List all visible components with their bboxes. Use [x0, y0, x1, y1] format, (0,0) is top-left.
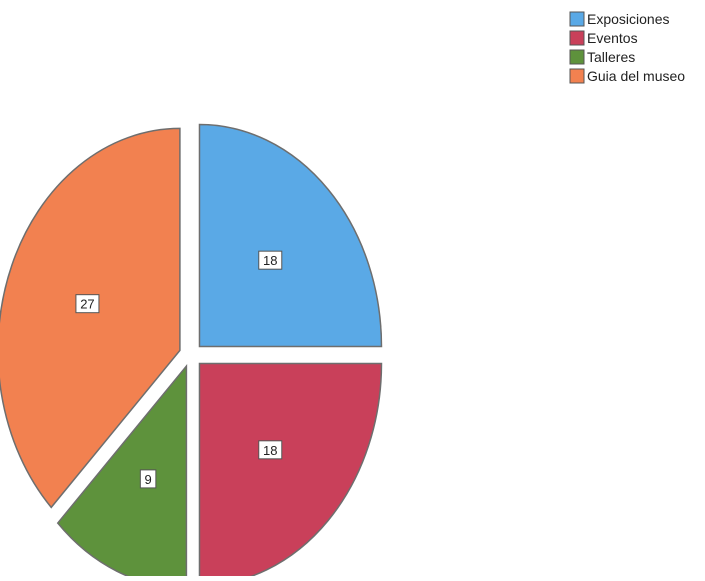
legend-swatch [569, 30, 585, 46]
data-label-text: 18 [263, 253, 277, 268]
legend-swatch [569, 11, 585, 27]
legend-swatch [569, 49, 585, 65]
data-labels-layer: 18 18 9 27 [75, 250, 283, 489]
data-label-exposiciones: 18 [258, 250, 283, 270]
pie-slice-exposiciones [198, 123, 383, 348]
data-label-box [75, 294, 100, 314]
legend-item-eventos: Eventos [569, 30, 638, 46]
legend-item-guia-del-museo: Guia del museo [569, 68, 685, 84]
data-label-box [258, 250, 283, 270]
legend-item-talleres: Talleres [569, 49, 635, 65]
data-label-text: 18 [263, 443, 277, 458]
pie-slice-eventos [198, 362, 383, 581]
data-label-talleres: 9 [139, 469, 157, 489]
slices-layer [0, 123, 383, 581]
data-label-guia-del-museo: 27 [75, 294, 100, 314]
data-label-box [139, 469, 157, 489]
legend-swatch [569, 68, 585, 84]
legend-item-exposiciones: Exposiciones [569, 11, 670, 27]
legend-label: Guia del museo [587, 68, 685, 84]
legend-label: Talleres [587, 49, 635, 65]
legend-label: Exposiciones [587, 11, 670, 27]
legend: Exposiciones Eventos Talleres Guia del muse… [569, 11, 685, 84]
data-label-box [258, 440, 283, 460]
pie-slice-guia-del-museo [0, 127, 181, 509]
data-label-eventos: 18 [258, 440, 283, 460]
pie-slice-talleres [56, 363, 188, 581]
data-label-text: 9 [144, 472, 151, 487]
legend-label: Eventos [587, 30, 638, 46]
data-label-text: 27 [80, 297, 94, 312]
